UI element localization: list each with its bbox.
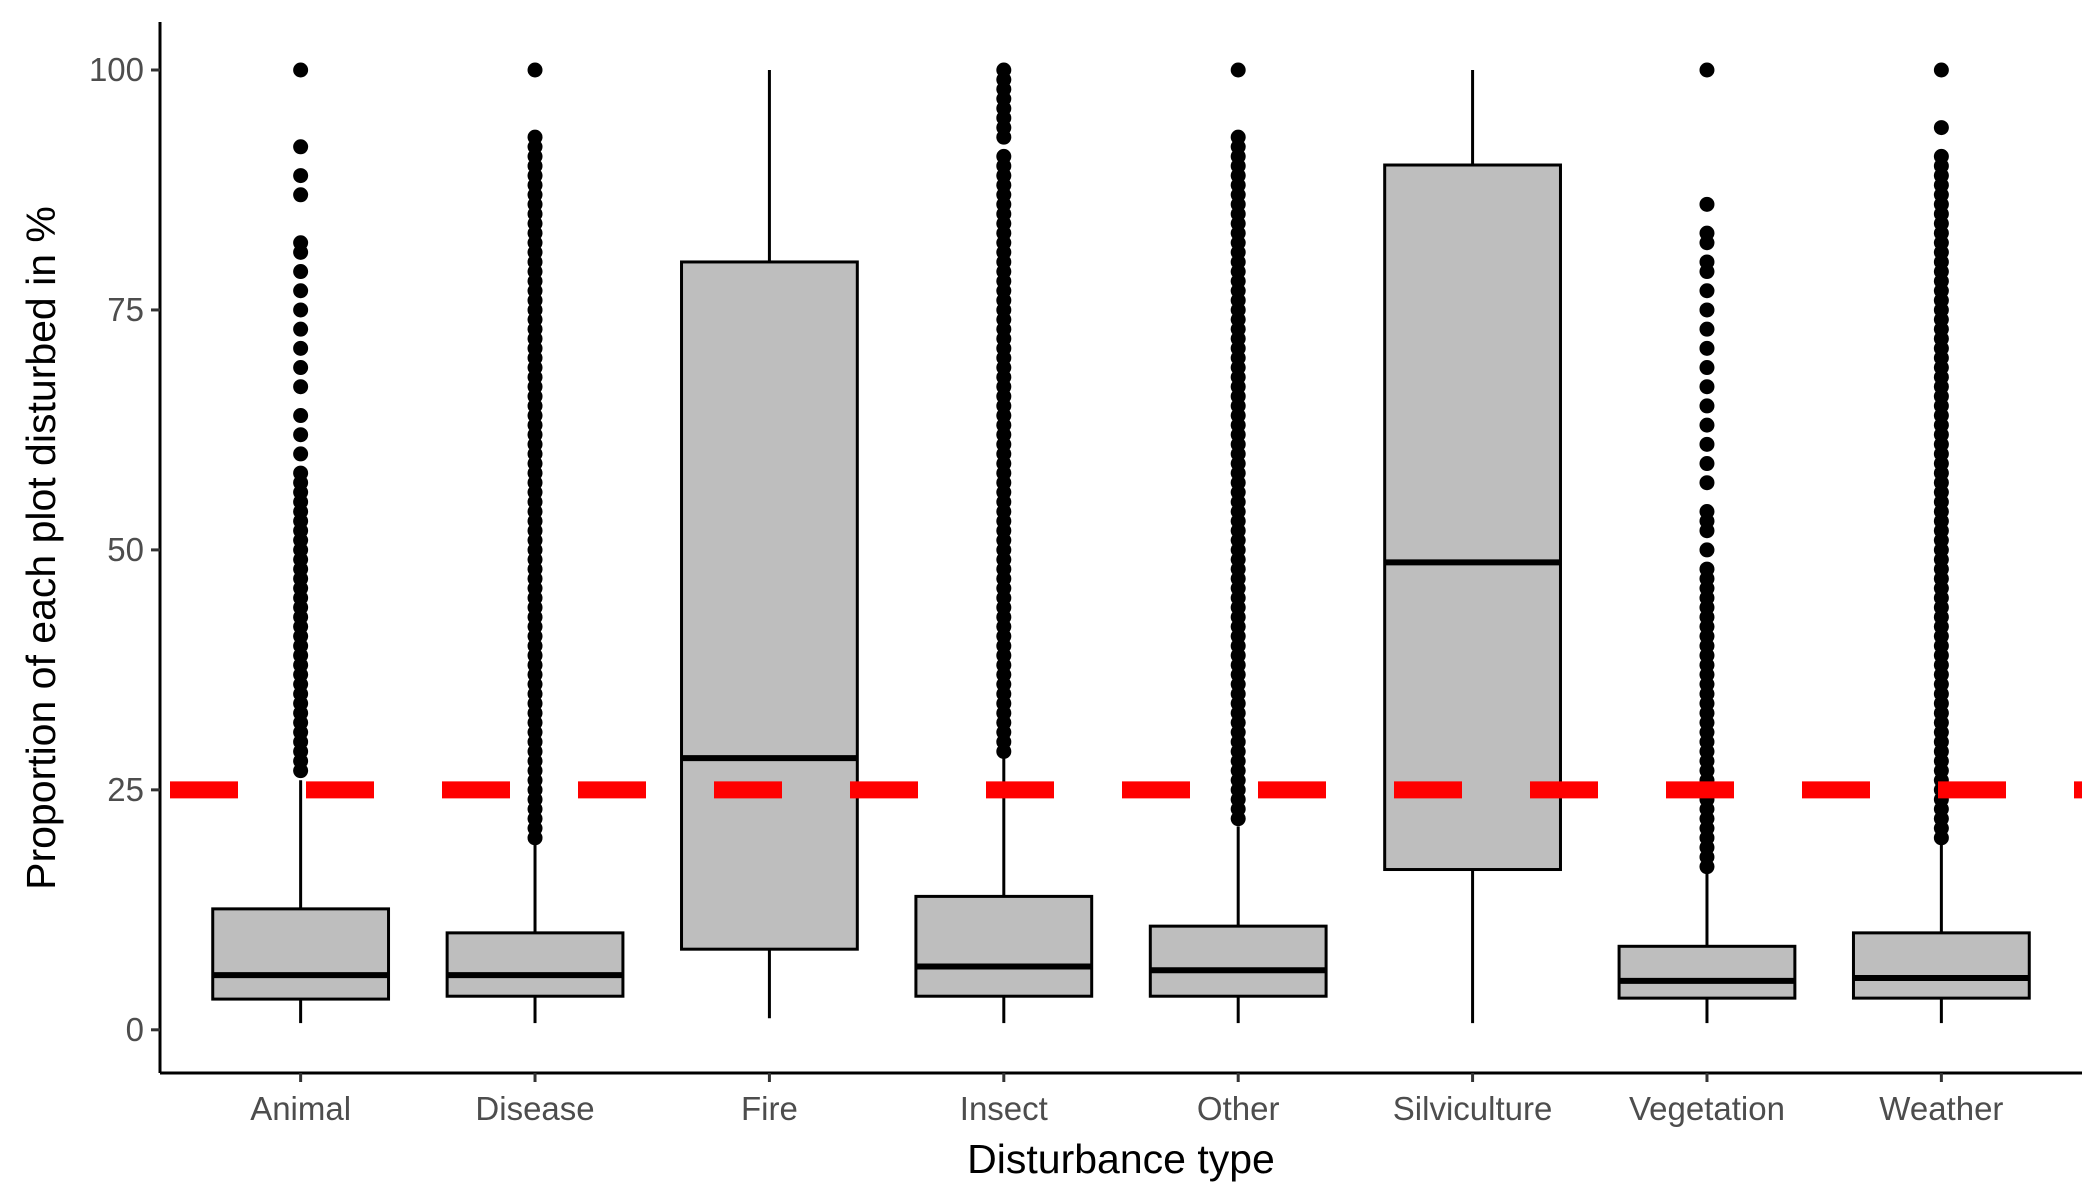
box (1148, 924, 1328, 998)
box (1851, 931, 2031, 1000)
outlier-point (1699, 379, 1715, 395)
box-group (211, 62, 391, 1024)
box-group (1851, 62, 2031, 1024)
outlier-point (293, 427, 309, 443)
outlier-point (1230, 62, 1246, 78)
outlier-point (1699, 542, 1715, 558)
outlier-point (527, 129, 543, 145)
outlier-point (293, 408, 309, 424)
outlier-point (1699, 475, 1715, 491)
outlier-point (1699, 196, 1715, 212)
y-tick-label: 75 (107, 291, 144, 328)
outlier-point (293, 360, 309, 376)
outlier-point (1230, 129, 1246, 145)
box (914, 894, 1094, 998)
x-tick-label: Fire (741, 1090, 798, 1127)
box (1617, 944, 1797, 1000)
outlier-point (293, 187, 309, 203)
outlier-point (996, 62, 1012, 78)
plot-area (160, 62, 2082, 1024)
outlier-point (1699, 340, 1715, 356)
x-tick-label: Weather (1879, 1090, 2003, 1127)
outlier-point (293, 235, 309, 251)
outlier-point (1933, 148, 1949, 164)
box-group (1148, 62, 1328, 1024)
outlier-point (1699, 398, 1715, 414)
outlier-point (1699, 225, 1715, 241)
outlier-point (1699, 417, 1715, 433)
x-tick-label: Disease (475, 1090, 594, 1127)
outlier-point (293, 379, 309, 395)
outlier-point (1699, 561, 1715, 577)
outlier-point (293, 62, 309, 78)
box-group (445, 62, 625, 1024)
x-tick-label: Insect (960, 1090, 1048, 1127)
x-axis-title: Disturbance type (967, 1136, 1275, 1182)
y-ticks: 0 25 50 75 100 (89, 51, 160, 1048)
box-group (1617, 62, 1797, 1024)
outlier-point (293, 446, 309, 462)
outlier-point (293, 283, 309, 299)
outlier-point (1699, 504, 1715, 520)
outlier-point (1699, 321, 1715, 337)
x-tick-label: Animal (250, 1090, 351, 1127)
y-tick-label: 50 (107, 531, 144, 568)
outlier-point (1699, 283, 1715, 299)
x-tick-label: Other (1197, 1090, 1280, 1127)
outlier-point (1933, 62, 1949, 78)
box (680, 260, 859, 951)
x-ticks: Animal Disease Fire Insect Other Silviculture… (250, 1073, 2003, 1127)
outlier-point (293, 302, 309, 318)
y-tick-label: 100 (89, 51, 144, 88)
outlier-point (996, 148, 1012, 164)
outlier-point (293, 168, 309, 184)
box-group (680, 69, 859, 1019)
box (1383, 163, 1562, 872)
outlier-point (293, 465, 309, 481)
outlier-point (1699, 302, 1715, 318)
outlier-point (1933, 120, 1949, 136)
x-tick-label: Vegetation (1629, 1090, 1785, 1127)
box (445, 931, 625, 998)
outlier-point (293, 340, 309, 356)
outlier-point (1699, 360, 1715, 376)
x-tick-label: Silviculture (1393, 1090, 1553, 1127)
axes (158, 22, 2082, 1075)
outlier-point (1699, 254, 1715, 270)
outlier-point (1699, 62, 1715, 78)
outlier-point (293, 264, 309, 280)
outlier-point (527, 62, 543, 78)
outlier-point (293, 321, 309, 337)
outlier-point (1699, 436, 1715, 452)
y-tick-label: 0 (126, 1011, 144, 1048)
box-group (1383, 69, 1562, 1024)
box (211, 907, 391, 1001)
box-group (914, 62, 1094, 1024)
y-axis-title: Proportion of each plot disturbed in % (18, 206, 64, 890)
outlier-point (1699, 456, 1715, 472)
outlier-point (293, 139, 309, 155)
y-tick-label: 25 (107, 771, 144, 808)
